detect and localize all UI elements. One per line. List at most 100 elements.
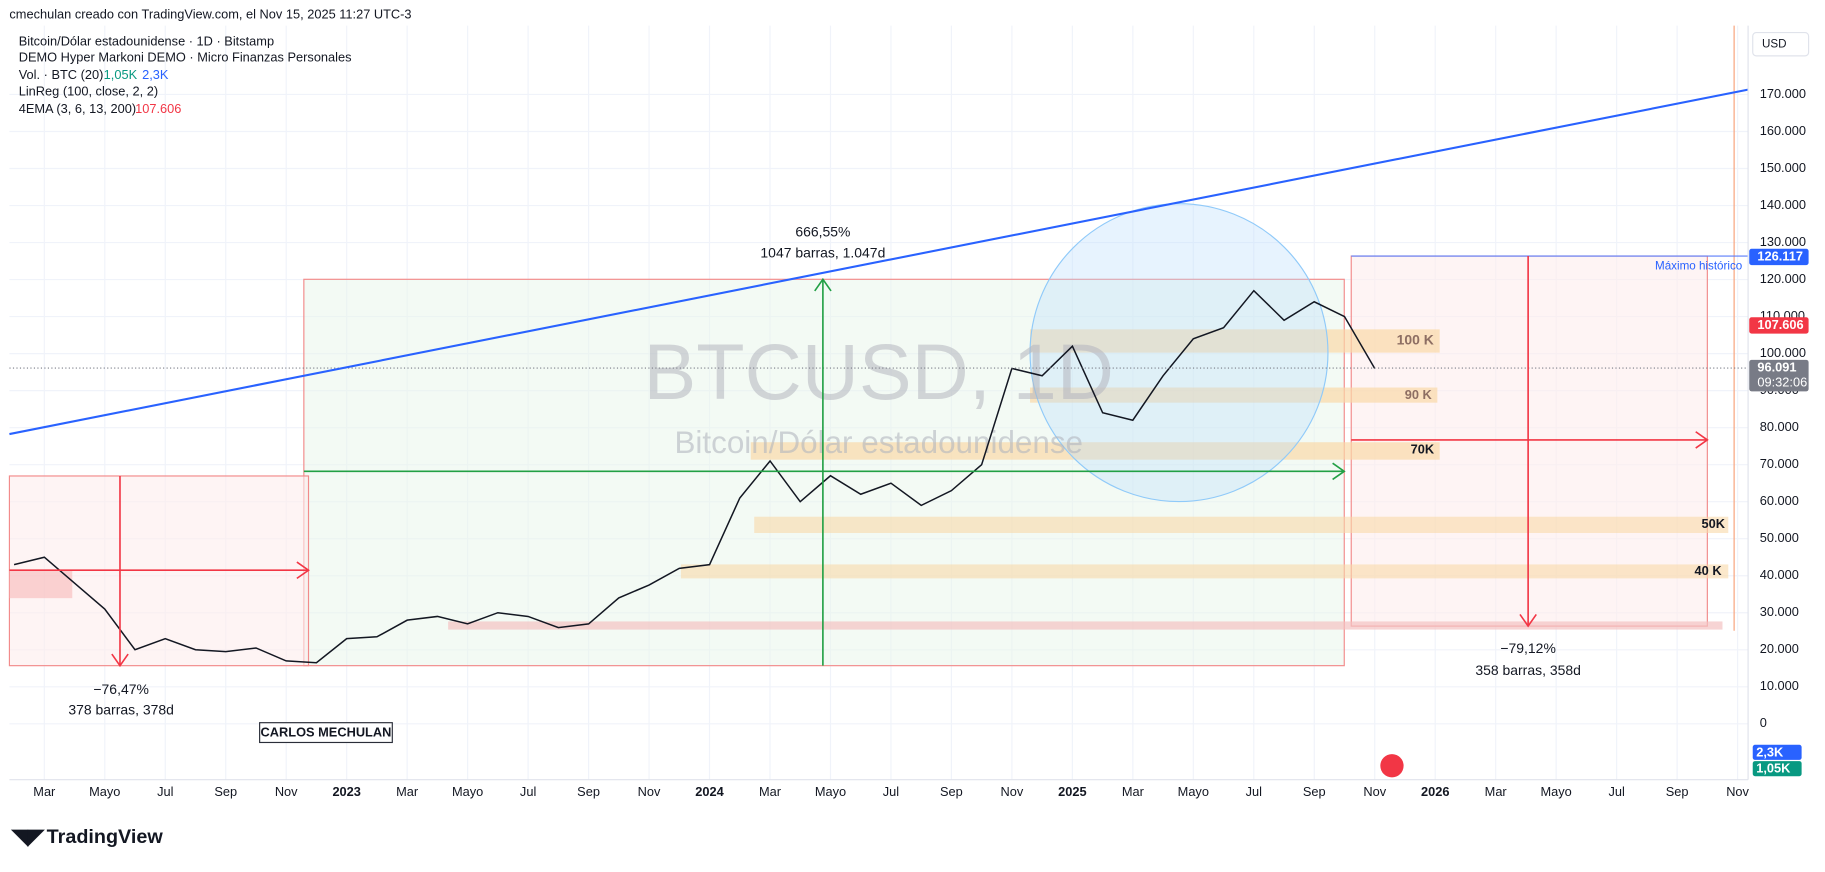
- y-tick-label: 40.000: [1760, 567, 1799, 582]
- level-zone: [750, 442, 1440, 460]
- measure-bars: 378 barras, 378d: [68, 702, 174, 718]
- measure-percent: 666,55%: [795, 223, 850, 239]
- plot: [9, 289, 1749, 664]
- level-label: 70K: [1411, 442, 1435, 457]
- currency-button[interactable]: [1752, 32, 1810, 57]
- level-label: 100 K: [1397, 332, 1434, 348]
- y-tick-label: 20.000: [1760, 641, 1799, 656]
- x-tick-label: Jul: [1608, 784, 1624, 799]
- brand: TradingView: [47, 826, 164, 848]
- x-tick-label: Mar: [759, 784, 782, 799]
- legend-ema: 4EMA (3, 6, 13, 200): [19, 101, 136, 116]
- measure-percent: −79,12%: [1500, 640, 1555, 656]
- x-tick-label: Nov: [638, 784, 661, 799]
- measure-bars: 358 barras, 358d: [1475, 662, 1581, 678]
- price-tag-label: 107.606: [1757, 317, 1803, 332]
- y-tick-label: 50.000: [1760, 530, 1799, 545]
- x-tick-label: Mayo: [815, 784, 846, 799]
- measure-down: [9, 256, 1709, 668]
- x-tick-label: Nov: [1001, 784, 1024, 799]
- y-tick-label: 10.000: [1760, 678, 1799, 693]
- level-zone: [1030, 387, 1438, 403]
- legend-account: DEMO Hyper Markoni DEMO · Micro Finanzas…: [19, 50, 352, 65]
- level-label: 50K: [1702, 516, 1726, 531]
- signature: CARLOS MECHULAN: [261, 725, 392, 740]
- x-tick-label: Nov: [1726, 784, 1749, 799]
- x-tick-label: Jul: [157, 784, 173, 799]
- volume-tag-label: 2,3K: [1756, 744, 1784, 759]
- highlight-circle: [1029, 203, 1329, 503]
- y-tick-label: 120.000: [1760, 271, 1806, 286]
- legend-symbol: Bitcoin/Dólar estadounidense · 1D · Bits…: [19, 33, 274, 48]
- legend-volume-value: 1,05K: [104, 67, 138, 82]
- level-label: 40 K: [1695, 563, 1723, 578]
- price-tag: [1749, 359, 1809, 392]
- volume-tag: [1752, 761, 1802, 777]
- volume-tag-label: 1,05K: [1756, 761, 1791, 776]
- level-zone: [680, 564, 1729, 579]
- price-tag-label: 126.117: [1757, 248, 1803, 263]
- x-tick-label: Mayo: [452, 784, 483, 799]
- y-tick-label: 80.000: [1760, 419, 1799, 434]
- y-tick-label: 30.000: [1760, 604, 1799, 619]
- x-tick-label: 2025: [1058, 784, 1086, 799]
- y-tick-label: 170.000: [1760, 86, 1806, 101]
- x-tick-label: Jul: [1246, 784, 1262, 799]
- y-tick-label: 0: [1760, 715, 1767, 730]
- brand-logo: ◥◤: [11, 825, 46, 848]
- trend-line: [9, 88, 1749, 436]
- price-line: [13, 289, 1376, 664]
- range-zone: [1350, 255, 1708, 627]
- x-tick-label: Nov: [275, 784, 298, 799]
- x-tick-label: Mayo: [1178, 784, 1209, 799]
- x-tick-label: Sep: [940, 784, 963, 799]
- y-tick-label: 60.000: [1760, 493, 1799, 508]
- x-tick-label: Mar: [33, 784, 56, 799]
- volume-tag: [1752, 744, 1802, 760]
- x-tick-label: Jul: [520, 784, 536, 799]
- y-tick-label: 70.000: [1760, 456, 1799, 471]
- x-tick-label: Sep: [577, 784, 600, 799]
- measure-up: [303, 277, 1346, 666]
- legend-linreg: LinReg (100, close, 2, 2): [19, 83, 158, 98]
- x-tick-label: Mar: [1485, 784, 1508, 799]
- measure-percent: −76,47%: [93, 681, 148, 697]
- author-line: cmechulan creado con TradingView.com, el…: [9, 7, 411, 22]
- axis: 0 10.000 20.000 30.000 40.000 50.000 60.000 70.…: [33, 86, 1809, 799]
- x-tick-label: Mayo: [1541, 784, 1572, 799]
- currency: USD: [1762, 37, 1787, 50]
- x-tick-label: Mar: [1122, 784, 1145, 799]
- price-tag-time: 09:32:06: [1757, 375, 1807, 390]
- measure-bars: 1047 barras, 1.047d: [760, 244, 885, 260]
- y-tick-label: 150.000: [1760, 160, 1806, 175]
- x-tick-label: Jul: [883, 784, 899, 799]
- ath-label: Máximo histórico: [1655, 260, 1742, 273]
- x-tick-label: Mayo: [89, 784, 120, 799]
- y-tick-label: 130.000: [1760, 234, 1806, 249]
- signature-box: [259, 722, 393, 744]
- y-tick-label: 100.000: [1760, 345, 1806, 360]
- watermark: BTCUSD, 1D: [644, 327, 1114, 416]
- price-tag: [1749, 248, 1809, 266]
- level-zone: [9, 570, 73, 599]
- x-tick-label: Sep: [1666, 784, 1689, 799]
- price-tag: [1749, 317, 1809, 334]
- x-tick-label: Sep: [1303, 784, 1326, 799]
- level-zone: [1030, 329, 1440, 353]
- x-tick-label: 2026: [1421, 784, 1449, 799]
- legend-ema-value: 107.606: [135, 101, 181, 116]
- level-label: 90 K: [1405, 387, 1433, 402]
- x-tick-label: Sep: [214, 784, 237, 799]
- price-tag-label: 96.091: [1757, 359, 1796, 374]
- watermark-subtitle: Bitcoin/Dólar estadounidense: [674, 425, 1083, 460]
- event-icon[interactable]: [1380, 754, 1404, 778]
- legend-volume: Vol. · BTC (20): [19, 67, 104, 82]
- x-tick-label: 2024: [695, 784, 724, 799]
- y-tick-label: 160.000: [1760, 123, 1806, 138]
- level-zone: [448, 621, 1723, 630]
- x-tick-label: 2023: [332, 784, 360, 799]
- x-tick-label: Nov: [1363, 784, 1386, 799]
- legend-volume-value: 2,3K: [142, 67, 169, 82]
